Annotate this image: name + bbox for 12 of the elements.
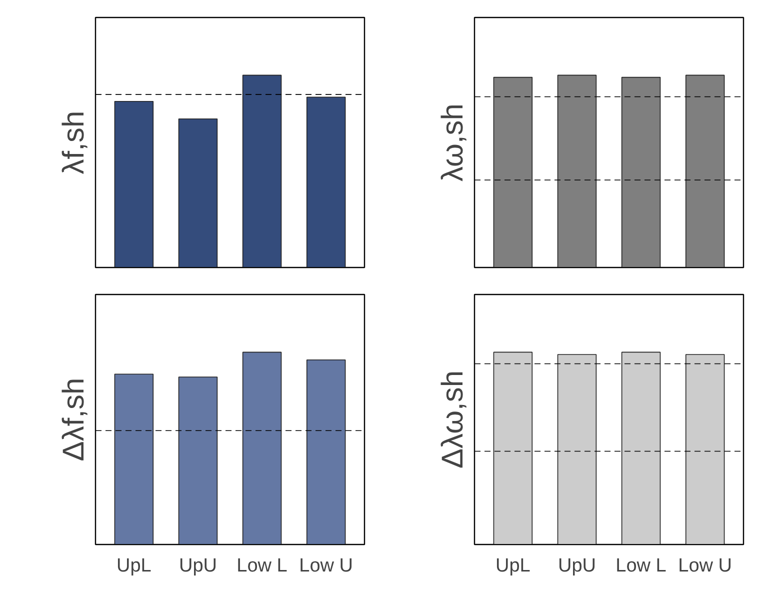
x-tick-label: Low L <box>236 556 288 576</box>
x-tick-label: UpL <box>496 556 530 576</box>
x-tick-label: UpU <box>558 556 596 576</box>
x-tick-label: UpL <box>116 556 152 576</box>
y-axis-title: λf,sh <box>58 110 90 174</box>
x-tick-label: Low L <box>616 556 666 576</box>
y-axis-title: Δλω,sh <box>436 370 470 469</box>
x-tick-label: Low U <box>678 556 732 576</box>
y-axis-title: λω,sh <box>436 103 470 182</box>
x-tick-label: Low U <box>299 556 354 576</box>
y-axis-title: Δλf,sh <box>58 378 90 462</box>
x-tick-label: UpU <box>178 556 217 576</box>
